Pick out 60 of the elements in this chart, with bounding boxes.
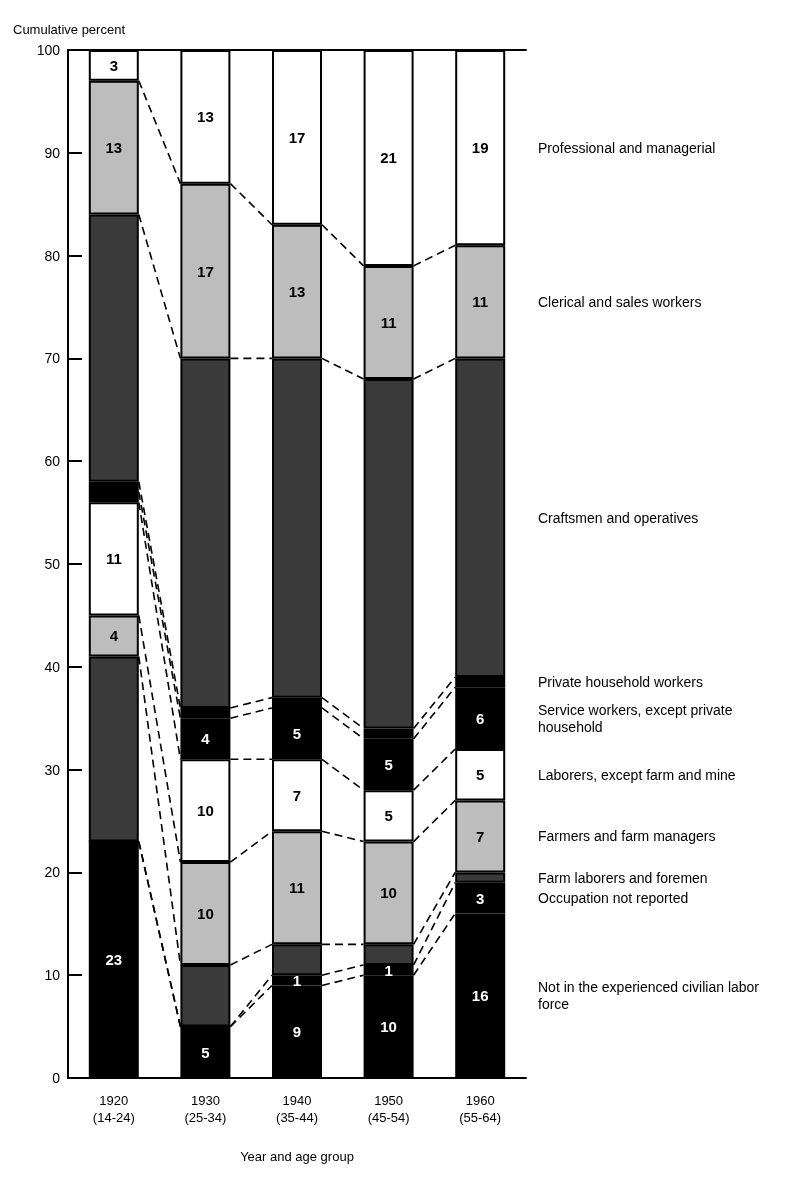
y-tick-label: 40 (44, 658, 61, 675)
data-label: 5 (292, 725, 302, 743)
y-tick-label: 70 (44, 350, 61, 367)
data-label: 11 (289, 879, 305, 897)
data-label: 17 (288, 128, 306, 146)
text: Farmers and farm managers (538, 828, 716, 845)
x-tick-label: 1940 (35-44) (276, 1093, 318, 1125)
x-tick-label: 1920 (14-24) (92, 1093, 135, 1125)
data-label: 10 (197, 905, 214, 923)
y-tick-label: 0 (52, 1070, 61, 1086)
y-tick-label: 100 (36, 42, 61, 58)
text: Not in the experienced civilian labor force (538, 979, 763, 1013)
text: Occupation not reported (538, 890, 689, 907)
y-tick-label: 20 (44, 864, 61, 881)
text: Professional and managerial (538, 139, 716, 156)
x-tick-label: 1950 (45-54) (367, 1093, 410, 1125)
data-label: 7 (292, 786, 302, 804)
y-tick-label: 60 (44, 453, 61, 470)
data-label: 19 (471, 139, 489, 157)
data-label: 16 (471, 987, 489, 1005)
data-label: 11 (105, 550, 122, 568)
text: Farm laborers and foremen (538, 869, 708, 886)
data-label: 11 (472, 293, 489, 311)
x-axis-title: Year and age group (240, 1149, 354, 1164)
x-tick-label: 1930 (25-34) (184, 1093, 227, 1125)
data-label: 5 (384, 755, 393, 773)
y-axis-title: Cumulative percent (13, 22, 126, 37)
data-label: 5 (384, 807, 393, 825)
y-tick-label: 50 (44, 556, 61, 572)
data-label: 10 (380, 884, 397, 902)
data-label: 5 (476, 766, 485, 784)
data-label: 4 (201, 730, 211, 748)
text: Clerical and sales workers (538, 293, 702, 310)
data-label: 9 (292, 1023, 302, 1041)
data-label: 13 (197, 108, 214, 126)
text: Laborers, except farm and mine (538, 766, 736, 783)
x-tick-label: 1960 (55-64) (459, 1093, 502, 1125)
data-label: 10 (380, 1018, 397, 1036)
data-label: 3 (476, 889, 485, 907)
data-label: 7 (476, 827, 485, 845)
data-label: 11 (380, 313, 397, 331)
data-label: 4 (109, 627, 119, 645)
data-label: 1 (384, 961, 393, 979)
data-label: 21 (380, 149, 397, 167)
y-tick-label: 10 (44, 967, 61, 984)
data-label: 1 (292, 971, 302, 989)
y-tick-label: 30 (44, 761, 61, 778)
data-label: 23 (105, 951, 123, 969)
text: Craftsmen and operatives (538, 509, 699, 526)
data-label: 17 (197, 262, 214, 280)
data-label: 10 (197, 802, 214, 820)
y-tick-label: 80 (44, 247, 61, 264)
data-label: 13 (105, 139, 123, 157)
text: Service workers, except private household (538, 701, 737, 735)
data-label: 6 (476, 709, 485, 727)
data-label: 5 (201, 1043, 210, 1061)
text: Private household workers (538, 674, 703, 691)
data-label: 3 (109, 56, 118, 74)
data-label: 13 (288, 283, 306, 301)
y-tick-label: 90 (44, 144, 61, 161)
